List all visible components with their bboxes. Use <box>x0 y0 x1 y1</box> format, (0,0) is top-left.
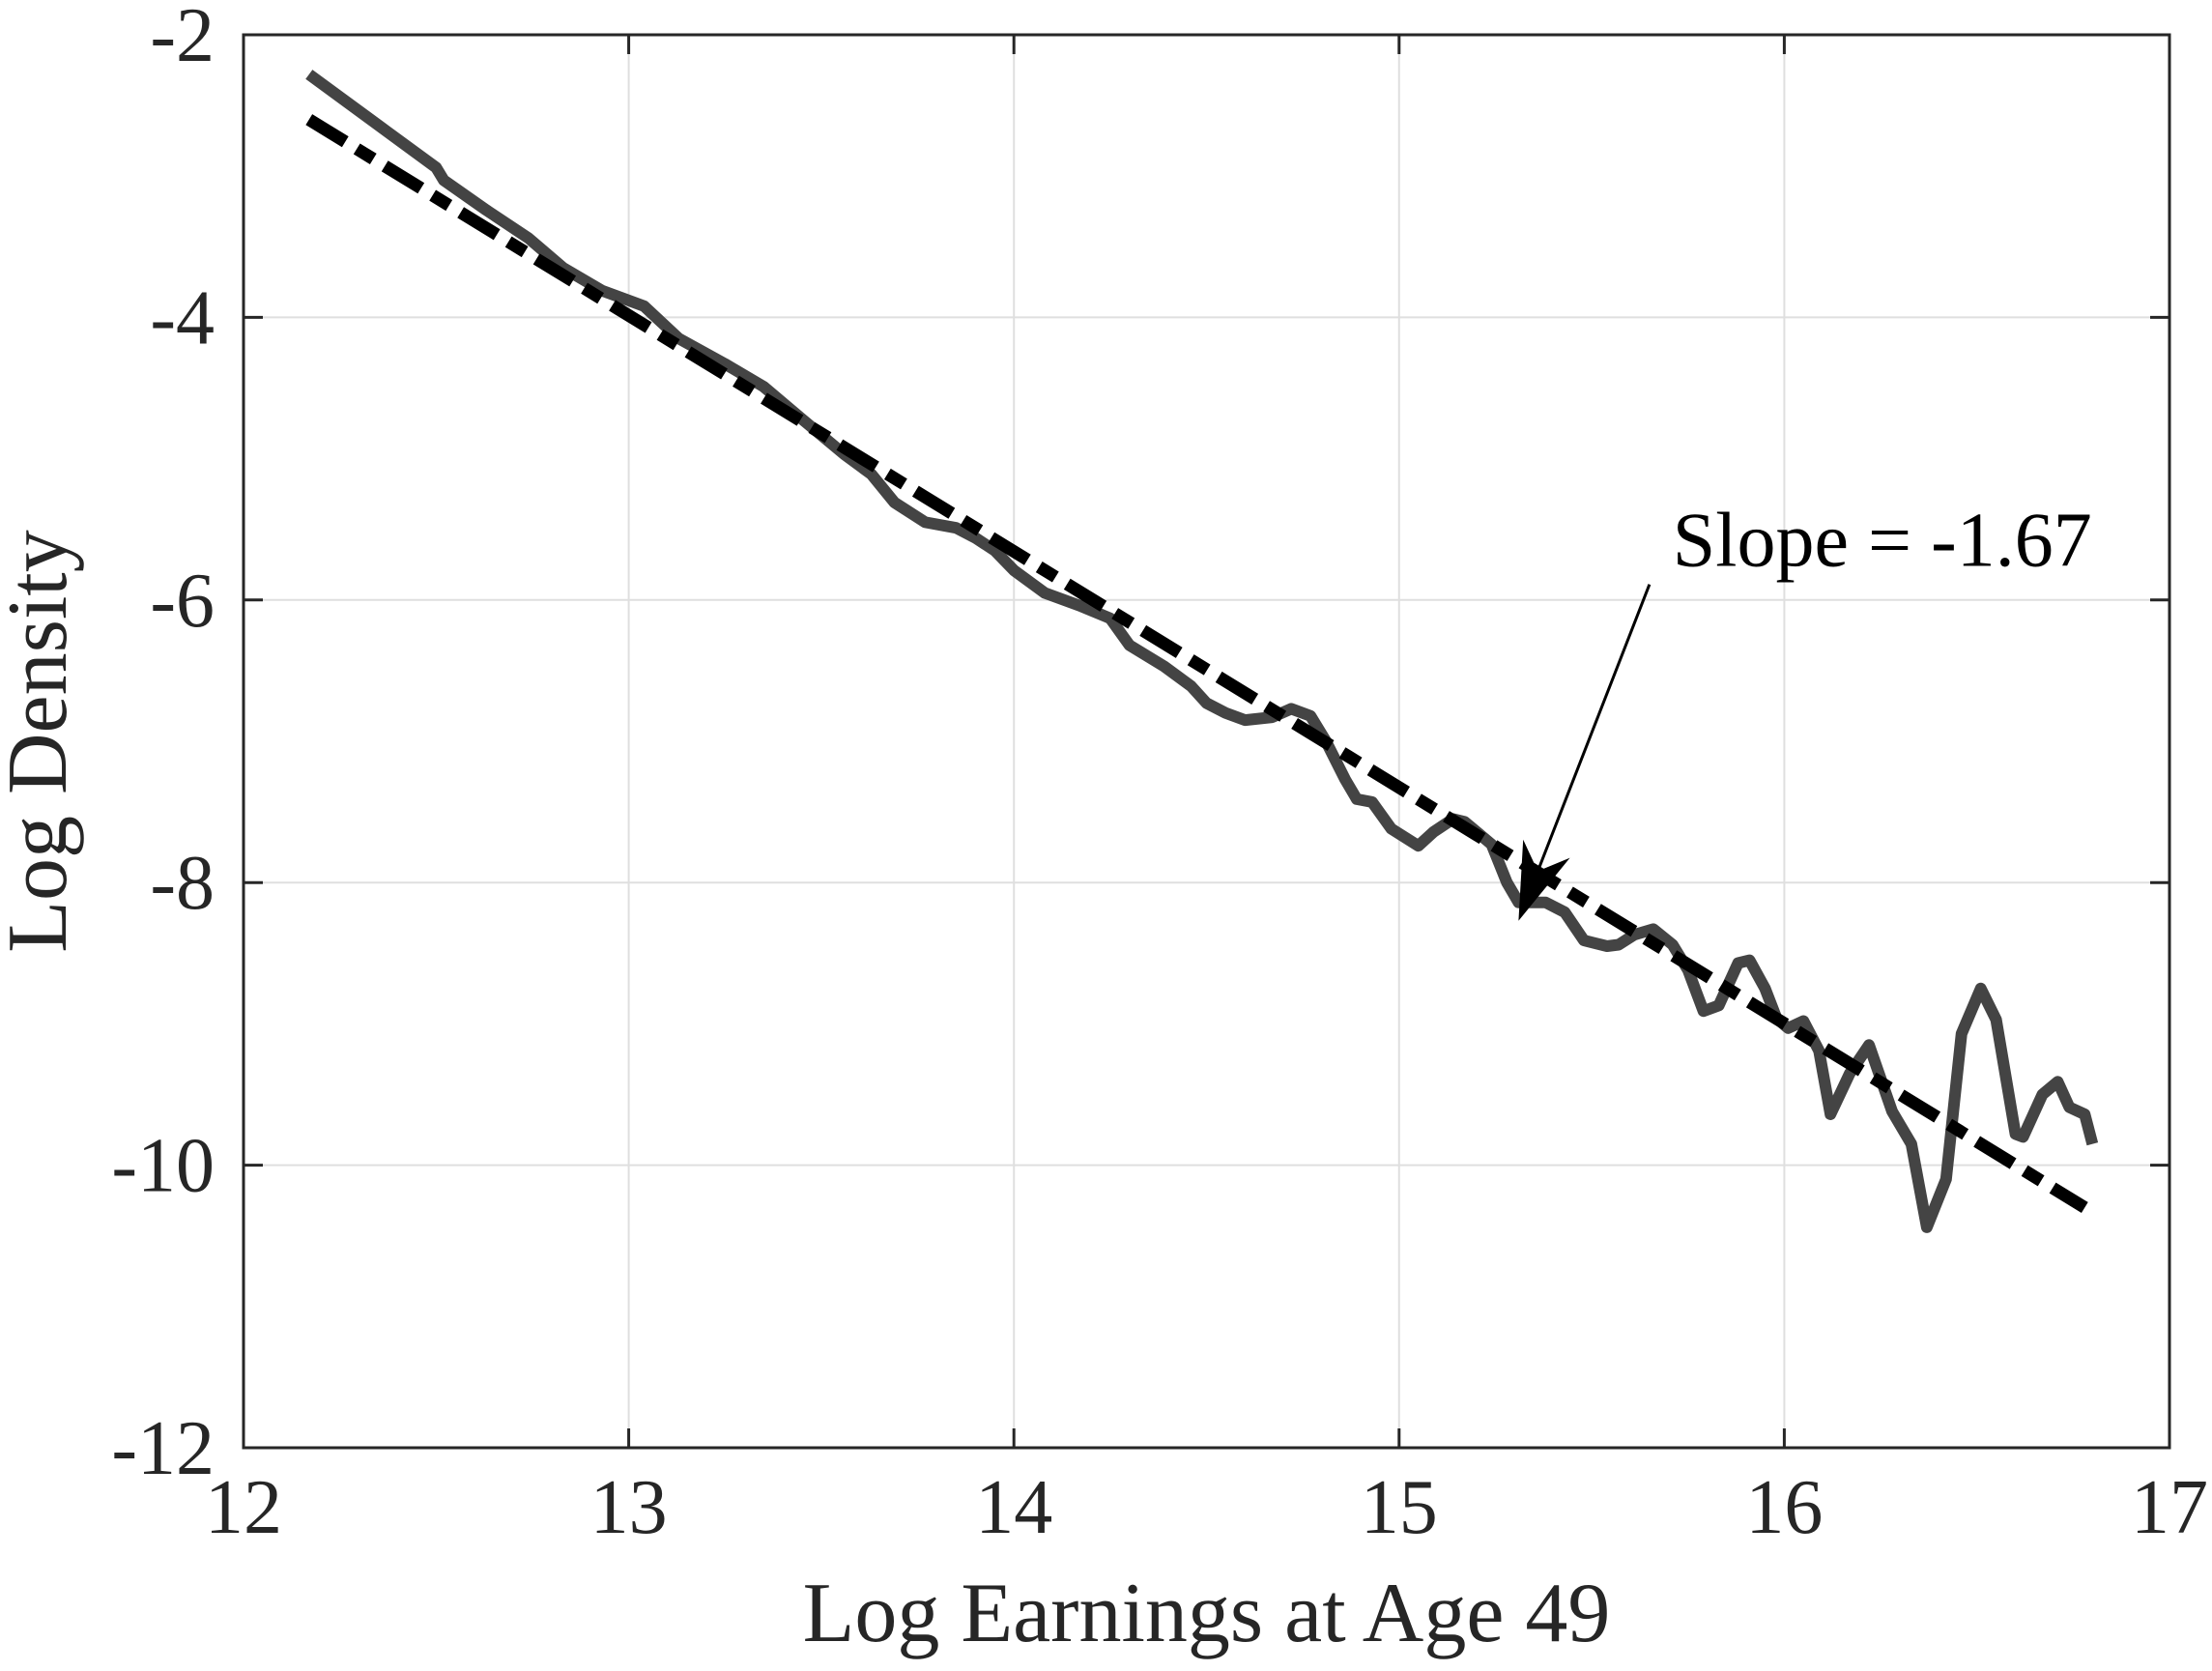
axes-frame <box>242 33 2171 1450</box>
arrow-head-icon <box>1518 839 1570 921</box>
y-tick-label: -10 <box>111 1124 215 1209</box>
x-tick-label: 12 <box>205 1465 282 1550</box>
fit-line-dashdot <box>305 114 2088 1214</box>
slope-annotation: Slope = -1.67 <box>1518 499 2092 921</box>
x-tick-label: 16 <box>1745 1465 1823 1550</box>
data-series <box>305 70 2099 1233</box>
axes-box <box>242 33 2171 1450</box>
y-tick-label: -4 <box>150 275 215 360</box>
gridlines <box>244 35 2169 1448</box>
y-tick-labels: -2 -4 -6 -8 -10 -12 <box>111 0 215 1491</box>
x-tick-label: 17 <box>2131 1465 2208 1550</box>
x-tick-label: 13 <box>590 1465 668 1550</box>
y-tick-label: -8 <box>150 841 215 926</box>
slope-annotation-text: Slope = -1.67 <box>1673 499 2092 584</box>
density-curve <box>305 70 2099 1233</box>
x-tick-labels: 12 13 14 15 16 17 <box>205 1465 2208 1550</box>
y-tick-label: -2 <box>150 0 215 78</box>
y-tick-label: -12 <box>111 1406 215 1491</box>
x-tick-label: 15 <box>1361 1465 1438 1550</box>
x-axis-label: Log Earnings at Age 49 <box>803 1567 1611 1660</box>
annotation-arrow-shaft <box>1523 584 1652 905</box>
y-axis-label: Log Density <box>0 530 85 953</box>
y-tick-label: -6 <box>150 559 215 644</box>
x-tick-label: 14 <box>975 1465 1052 1550</box>
